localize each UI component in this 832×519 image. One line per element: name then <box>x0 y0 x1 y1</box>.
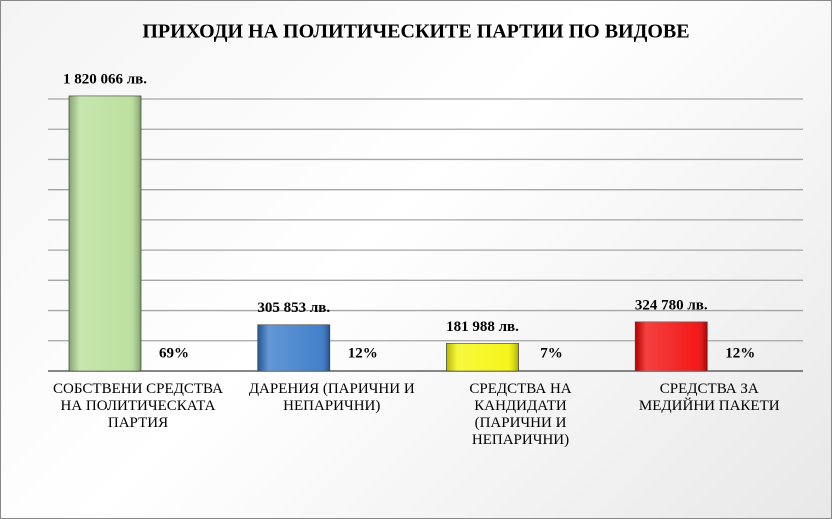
x-tick-label: СРЕДСТВА ЗА МЕДИЙНИ ПАКЕТИ <box>638 381 780 414</box>
bar-bevel <box>69 95 141 371</box>
share-label: 12% <box>725 345 755 361</box>
value-label: 305 853 лв. <box>257 300 330 316</box>
value-label: 324 780 лв. <box>635 297 708 313</box>
share-label: 7% <box>540 345 563 361</box>
value-label: 1 820 066 лв. <box>63 71 147 87</box>
chart-title: ПРИХОДИ НА ПОЛИТИЧЕСКИТЕ ПАРТИИ ПО ВИДОВ… <box>142 21 689 43</box>
value-label: 181 988 лв. <box>446 319 519 335</box>
x-tick-label: СРЕДСТВА НА КАНДИДАТИ (ПАРИЧНИ И НЕПАРИЧ… <box>469 381 572 448</box>
share-label: 69% <box>159 345 189 361</box>
share-label: 12% <box>348 345 378 361</box>
bar-bevel <box>635 321 708 371</box>
bar-bevel <box>446 343 519 371</box>
x-tick-label: ДАРЕНИЯ (ПАРИЧНИ И НЕПАРИЧНИ) <box>248 381 415 414</box>
bar-bevel <box>257 324 330 371</box>
x-tick-label: СОБСТВЕНИ СРЕДСТВА НА ПОЛИТИЧЕСКАТА ПАРТ… <box>53 381 223 431</box>
